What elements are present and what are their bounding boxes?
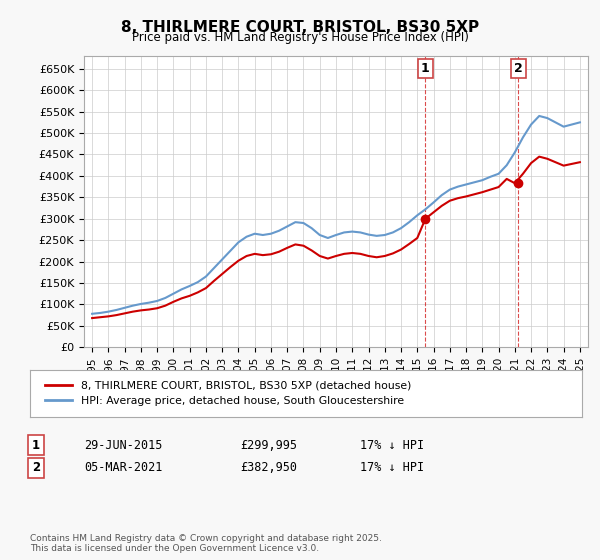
Text: 1: 1 bbox=[32, 438, 40, 452]
Text: £382,950: £382,950 bbox=[240, 461, 297, 474]
Text: £299,995: £299,995 bbox=[240, 438, 297, 452]
Text: 1: 1 bbox=[421, 62, 430, 76]
Text: 2: 2 bbox=[32, 461, 40, 474]
Text: 2: 2 bbox=[514, 62, 523, 76]
Legend: 8, THIRLMERE COURT, BRISTOL, BS30 5XP (detached house), HPI: Average price, deta: 8, THIRLMERE COURT, BRISTOL, BS30 5XP (d… bbox=[41, 376, 416, 410]
Text: 8, THIRLMERE COURT, BRISTOL, BS30 5XP: 8, THIRLMERE COURT, BRISTOL, BS30 5XP bbox=[121, 20, 479, 35]
Text: 17% ↓ HPI: 17% ↓ HPI bbox=[360, 438, 424, 452]
Text: 17% ↓ HPI: 17% ↓ HPI bbox=[360, 461, 424, 474]
Text: 29-JUN-2015: 29-JUN-2015 bbox=[84, 438, 163, 452]
Text: 05-MAR-2021: 05-MAR-2021 bbox=[84, 461, 163, 474]
Text: Contains HM Land Registry data © Crown copyright and database right 2025.
This d: Contains HM Land Registry data © Crown c… bbox=[30, 534, 382, 553]
Text: Price paid vs. HM Land Registry's House Price Index (HPI): Price paid vs. HM Land Registry's House … bbox=[131, 31, 469, 44]
